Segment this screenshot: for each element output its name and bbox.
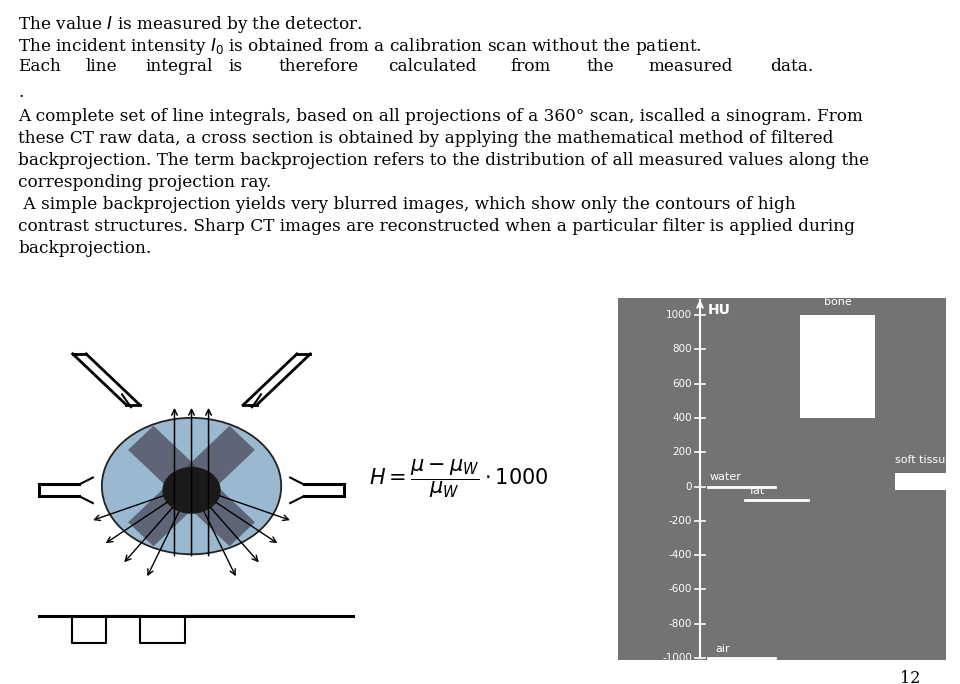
Text: The value $I$ is measured by the detector.: The value $I$ is measured by the detecto… — [18, 14, 363, 35]
Text: these CT raw data, a cross section is obtained by applying the mathematical meth: these CT raw data, a cross section is ob… — [18, 130, 833, 147]
Text: backprojection. The term backprojection refers to the distribution of all measur: backprojection. The term backprojection … — [18, 152, 869, 169]
Bar — [800, 315, 875, 418]
Text: 600: 600 — [672, 379, 692, 389]
Text: 12: 12 — [900, 670, 920, 684]
Text: corresponding projection ray.: corresponding projection ray. — [18, 174, 272, 191]
Text: -1000: -1000 — [662, 653, 692, 663]
Text: therefore: therefore — [278, 58, 358, 75]
Text: -600: -600 — [668, 584, 692, 594]
Text: fat: fat — [750, 486, 765, 496]
Text: 0: 0 — [685, 482, 692, 492]
Text: The incident intensity $I_0$ is obtained from a calibration scan without the pat: The incident intensity $I_0$ is obtained… — [18, 36, 702, 57]
Text: water: water — [710, 473, 742, 482]
Text: contrast structures. Sharp CT images are reconstructed when a particular filter : contrast structures. Sharp CT images are… — [18, 218, 855, 235]
Text: 800: 800 — [672, 344, 692, 354]
Text: $H = \dfrac{\mu - \mu_W}{\mu_W} \cdot 1000$: $H = \dfrac{\mu - \mu_W}{\mu_W} \cdot 10… — [369, 457, 548, 499]
Bar — [128, 425, 255, 547]
Text: soft tissue: soft tissue — [895, 455, 952, 465]
Text: backprojection.: backprojection. — [18, 240, 152, 257]
Text: 400: 400 — [672, 413, 692, 423]
Bar — [895, 473, 955, 490]
Text: calculated: calculated — [388, 58, 476, 75]
Text: -400: -400 — [668, 550, 692, 560]
Ellipse shape — [162, 467, 221, 514]
Text: 200: 200 — [672, 447, 692, 457]
Text: from: from — [510, 58, 550, 75]
Text: Each: Each — [18, 58, 60, 75]
Bar — [128, 425, 255, 547]
Text: is: is — [228, 58, 242, 75]
Text: 1000: 1000 — [666, 310, 692, 320]
Text: HU: HU — [708, 303, 731, 317]
Text: -200: -200 — [668, 516, 692, 526]
Text: measured: measured — [648, 58, 732, 75]
Text: integral: integral — [145, 58, 212, 75]
Text: air: air — [715, 644, 730, 654]
Text: bone: bone — [824, 297, 852, 307]
Text: the: the — [586, 58, 613, 75]
Text: line: line — [85, 58, 116, 75]
Ellipse shape — [102, 418, 281, 554]
Text: .: . — [18, 84, 23, 101]
Bar — [618, 298, 946, 660]
Text: A simple backprojection yields very blurred images, which show only the contours: A simple backprojection yields very blur… — [18, 196, 796, 213]
Text: -800: -800 — [668, 619, 692, 629]
Text: A complete set of line integrals, based on all projections of a 360° scan, iscal: A complete set of line integrals, based … — [18, 108, 863, 125]
Text: data.: data. — [770, 58, 813, 75]
